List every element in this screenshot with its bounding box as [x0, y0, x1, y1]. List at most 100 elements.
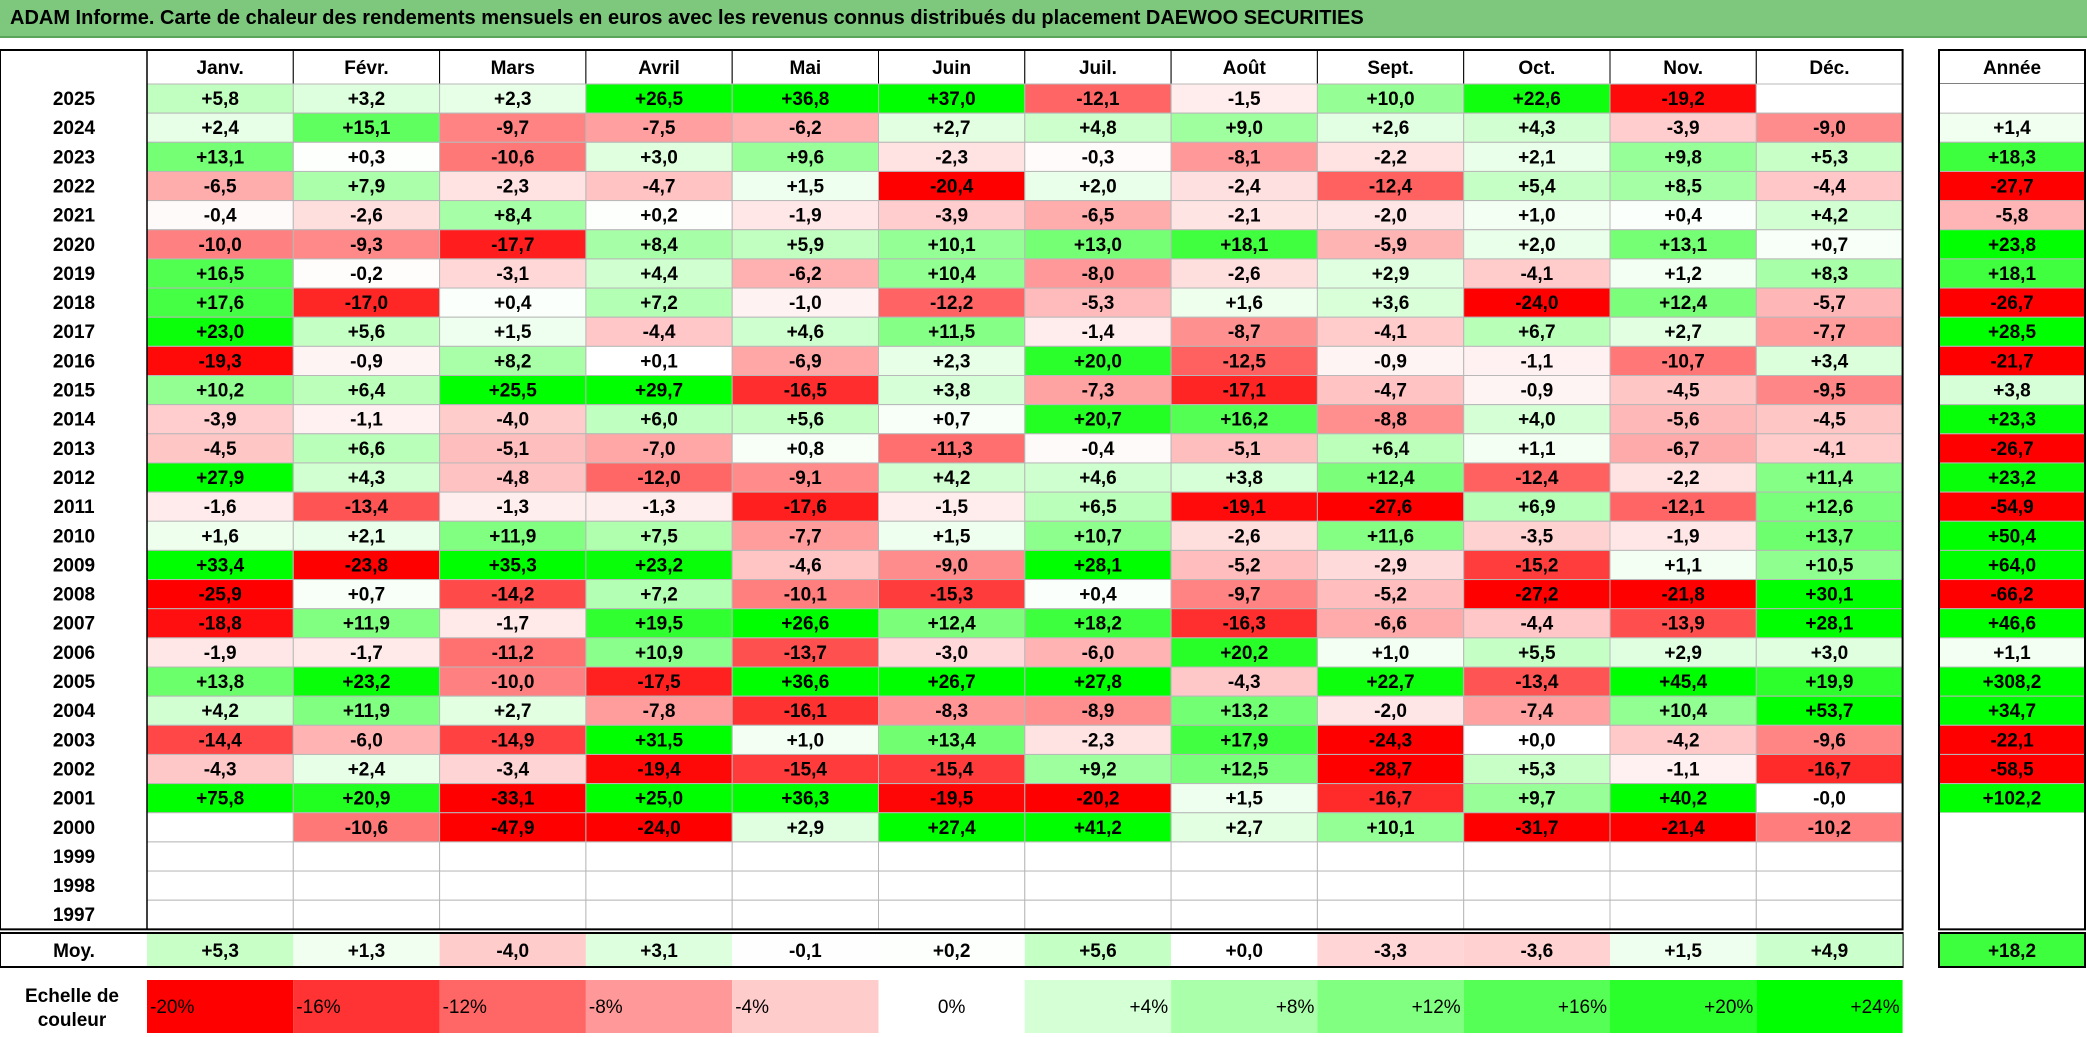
heatmap-cell-value: -17,5 — [637, 672, 681, 693]
heatmap-cell-value: +45,4 — [1659, 672, 1708, 693]
heatmap-cell — [1609, 579, 1757, 610]
heatmap-cell-value: -10,0 — [491, 672, 534, 693]
row-year-label: 2024 — [53, 118, 96, 139]
row-year-label: 2021 — [53, 206, 96, 227]
heatmap-cell-value: +13,4 — [928, 730, 977, 751]
row-year-label: 1998 — [53, 876, 95, 897]
row-year-label: 2009 — [53, 555, 95, 576]
average-cell — [293, 934, 440, 966]
average-cell — [878, 934, 1025, 966]
heatmap-cell — [585, 637, 733, 668]
table-frame — [0, 49, 1904, 931]
heatmap-cell — [585, 170, 733, 202]
heatmap-cell-value: +9,2 — [1079, 759, 1117, 780]
heatmap-cell-value: -7,0 — [643, 439, 676, 460]
heatmap-cell-value: +13,1 — [1659, 235, 1708, 256]
heatmap-cell — [439, 520, 587, 551]
heatmap-cell-value: +22,6 — [1513, 89, 1561, 110]
heatmap-cell — [1170, 695, 1318, 726]
heatmap-cell-value: -4,5 — [1813, 410, 1846, 431]
row-year-label: 2022 — [53, 176, 95, 197]
heatmap-cell-value: +36,3 — [781, 789, 829, 810]
scale-stop-label: -16% — [296, 997, 340, 1018]
heatmap-cell-value: -12,4 — [1369, 176, 1413, 197]
heatmap-cell-value: -3,0 — [935, 643, 968, 664]
month-header-label: Mai — [790, 58, 822, 79]
heatmap-cell-value: -3,4 — [496, 759, 529, 780]
heatmap-cell-value: -27,6 — [1369, 497, 1412, 518]
heatmap-cell-value: -4,6 — [789, 555, 822, 576]
heatmap-cell-value: +4,8 — [1079, 118, 1117, 139]
heatmap-cell-value: -1,1 — [350, 410, 383, 431]
heatmap-cell — [1463, 316, 1611, 347]
annual-cell — [1939, 812, 2085, 842]
heatmap-cell — [439, 404, 587, 435]
heatmap-cell-value: +4,6 — [787, 322, 825, 343]
heatmap-cell — [1316, 375, 1465, 406]
heatmap-cell-value: -2,3 — [1082, 730, 1115, 751]
heatmap-cell-value: +5,5 — [1518, 643, 1556, 664]
annual-cell-value: +1,1 — [1993, 643, 2031, 664]
heatmap-cell — [292, 841, 441, 872]
annual-cell-value: +23,2 — [1988, 468, 2036, 489]
month-header-label: Janv. — [197, 58, 244, 79]
heatmap-cell-value: +18,1 — [1220, 235, 1269, 256]
month-header-cell — [1024, 49, 1172, 85]
heatmap-cell-value: +2,7 — [933, 118, 971, 139]
heatmap-cell — [1024, 229, 1172, 260]
heatmap-cell-value: -19,3 — [198, 351, 241, 372]
annual-cell-value: +34,7 — [1988, 701, 2036, 722]
heatmap-cell-value: -2,0 — [1374, 206, 1407, 227]
heatmap-cell-value: +2,7 — [1664, 322, 1702, 343]
heatmap-cell-value: -5,2 — [1228, 555, 1261, 576]
heatmap-cell-value: +0,8 — [787, 439, 825, 460]
heatmap-cell-value: -1,4 — [1082, 322, 1115, 343]
heatmap-cell-value: +12,4 — [928, 614, 977, 635]
heatmap-cell-value: +13,0 — [1074, 235, 1122, 256]
heatmap-cell-value: -3,9 — [935, 206, 968, 227]
heatmap-cell — [146, 724, 294, 755]
heatmap-cell — [1755, 870, 1904, 901]
heatmap-cell — [1463, 608, 1611, 639]
heatmap-cell-value: -20,4 — [930, 176, 974, 197]
heatmap-cell — [1463, 170, 1611, 202]
heatmap-cell — [878, 258, 1026, 289]
heatmap-cell — [1463, 666, 1611, 697]
row-year-label: 2013 — [53, 439, 95, 460]
heatmap-cell — [146, 841, 294, 872]
row-year-label: 2008 — [53, 585, 95, 606]
heatmap-cell — [1316, 899, 1465, 930]
heatmap-cell — [731, 112, 880, 143]
heatmap-cell-value: -18,8 — [198, 614, 241, 635]
heatmap-cell-value: +1,0 — [1372, 643, 1410, 664]
heatmap-cell — [585, 112, 733, 143]
heatmap-cell-value: +6,4 — [1372, 439, 1410, 460]
heatmap-cell — [585, 783, 733, 814]
heatmap-cell-value: +12,4 — [1367, 468, 1416, 489]
heatmap-cell-value: +5,8 — [201, 89, 239, 110]
scale-stop-label: +16% — [1558, 997, 1607, 1018]
heatmap-cell — [439, 200, 587, 231]
heatmap-cell-value: -4,3 — [1228, 672, 1261, 693]
heatmap-cell — [1463, 433, 1611, 464]
heatmap-cell-value: +5,9 — [787, 235, 825, 256]
heatmap-cell-value: +11,4 — [1806, 468, 1853, 489]
heatmap-cell — [1463, 287, 1611, 318]
heatmap-cell-value: -2,4 — [1228, 176, 1261, 197]
average-cell-value: +0,0 — [1225, 941, 1263, 962]
annual-cell-value: -26,7 — [1990, 293, 2033, 314]
heatmap-cell-value: -9,0 — [1813, 118, 1846, 139]
heatmap-cell — [1170, 287, 1318, 318]
heatmap-cell — [1609, 870, 1757, 901]
heatmap-cell — [439, 870, 587, 901]
heatmap-cell — [1463, 345, 1611, 377]
heatmap-cell — [1316, 520, 1465, 551]
heatmap-cell-value: -9,3 — [350, 235, 383, 256]
heatmap-cell — [1024, 83, 1172, 114]
heatmap-cell — [1609, 549, 1757, 581]
annual-cell-value: +18,3 — [1988, 147, 2036, 168]
heatmap-cell — [878, 666, 1026, 697]
heatmap-cell-value: -5,9 — [1374, 235, 1407, 256]
heatmap-cell-value: +29,7 — [635, 381, 683, 402]
heatmap-cell — [731, 375, 880, 406]
